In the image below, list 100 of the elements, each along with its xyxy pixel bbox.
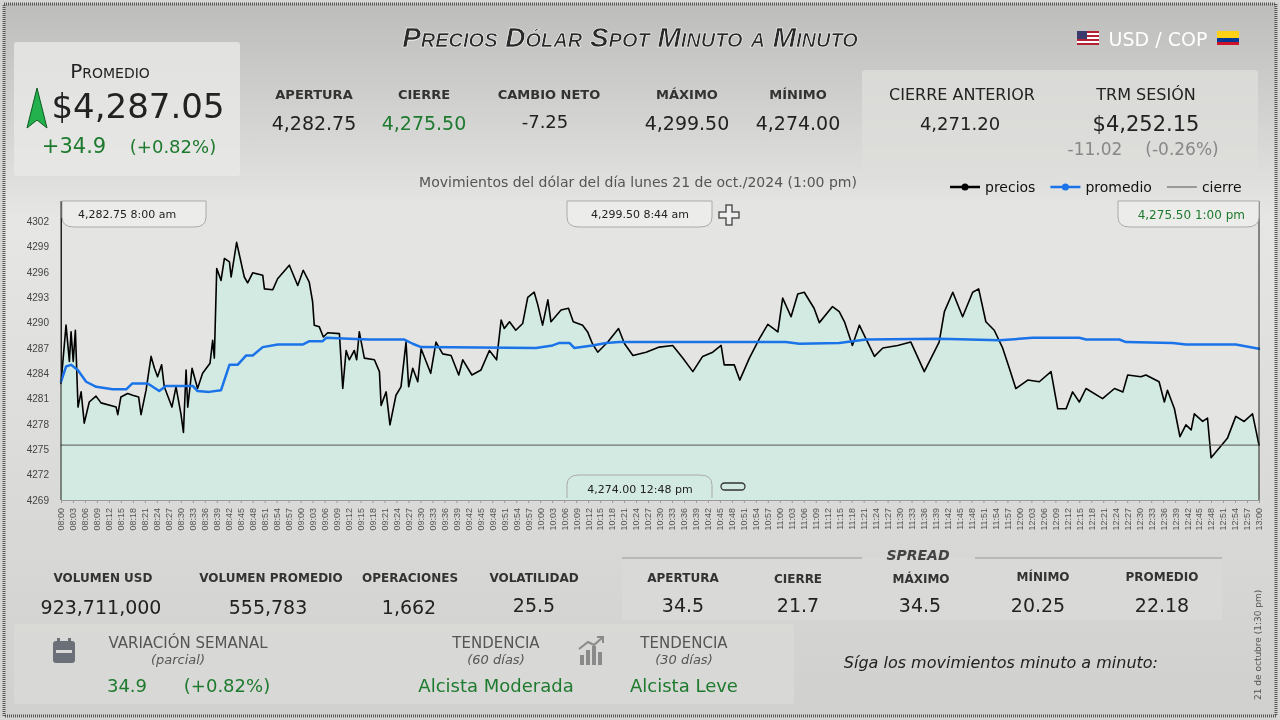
x-tick-label: 09:54 xyxy=(511,508,522,531)
x-tick-label: 09:15 xyxy=(355,508,366,531)
x-tick-label: 08:36 xyxy=(200,508,211,531)
x-tick-label: 12:12 xyxy=(1062,508,1073,531)
y-tick-label: 4272 xyxy=(26,469,50,481)
text: 555,783 xyxy=(228,596,308,618)
x-tick-label: 08:21 xyxy=(140,508,151,531)
text: TENDENCIA xyxy=(451,634,541,652)
x-tick-label: 10:09 xyxy=(571,508,582,531)
x-tick-label: 08:06 xyxy=(80,508,91,531)
text: 20.25 xyxy=(1010,594,1066,616)
x-tick-label: 11:09 xyxy=(811,508,822,530)
text: MÁXIMO xyxy=(656,87,718,102)
x-tick-label: 08:03 xyxy=(68,508,79,531)
text: 4,271.20 xyxy=(919,113,1001,134)
legend-label: precios xyxy=(985,179,1036,195)
text: CIERRE xyxy=(397,87,451,102)
text: APERTURA xyxy=(275,87,353,102)
text: 4,282.75 xyxy=(271,112,357,134)
x-tick-label: 08:42 xyxy=(224,508,235,531)
y-tick-label: 4281 xyxy=(26,393,50,405)
x-tick-label: 10:54 xyxy=(751,508,762,531)
x-tick-label: 10:39 xyxy=(691,508,702,531)
x-tick-label: 11:12 xyxy=(823,508,834,530)
y-tick-label: 4287 xyxy=(26,342,50,354)
x-tick-label: 11:15 xyxy=(835,508,846,530)
annotation: 4,274.00 12:48 pm xyxy=(587,483,693,496)
x-tick-label: 09:09 xyxy=(331,508,342,531)
x-tick-label: 12:27 xyxy=(1122,508,1133,531)
x-tick-label: 08:33 xyxy=(188,508,199,531)
x-tick-label: 08:27 xyxy=(164,508,175,531)
x-tick-label: 10:18 xyxy=(607,508,618,531)
x-tick-label: 10:00 xyxy=(535,508,546,531)
x-tick-label: 12:33 xyxy=(1146,508,1157,531)
text: 34.9 xyxy=(106,675,148,696)
y-tick-label: 4269 xyxy=(26,494,50,506)
x-tick-label: 12:06 xyxy=(1038,508,1049,531)
text: MÍNIMO xyxy=(769,87,827,102)
x-tick-label: 13:00 xyxy=(1254,508,1265,531)
x-tick-label: 09:57 xyxy=(523,508,534,531)
x-tick-label: 11:33 xyxy=(906,508,917,530)
x-tick-label: 09:27 xyxy=(403,508,414,531)
x-tick-label: 10:06 xyxy=(559,508,570,531)
x-tick-label: 09:03 xyxy=(307,508,318,531)
annotation: 4,282.75 8:00 am xyxy=(78,208,177,221)
text: (+0.82%) xyxy=(183,675,271,696)
text: Síga los movimientos minuto a minuto: xyxy=(843,653,1158,672)
chart-subtitle: Movimientos del dólar del día lunes 21 de oct./2024 (1:00 pm) xyxy=(419,174,857,190)
text: CIERRE ANTERIOR xyxy=(889,85,1035,104)
x-tick-label: 08:12 xyxy=(104,508,115,531)
text: Alcista Leve xyxy=(630,675,738,696)
x-tick-label: 08:30 xyxy=(176,508,187,531)
text: 25.5 xyxy=(512,594,556,616)
text: OPERACIONES xyxy=(361,571,459,585)
y-tick-label: 4293 xyxy=(26,291,50,303)
x-tick-label: 10:42 xyxy=(703,508,714,531)
x-tick-label: 10:24 xyxy=(631,508,642,531)
text: Promedio xyxy=(70,59,150,83)
x-tick-label: 08:48 xyxy=(248,508,259,531)
x-tick-label: 08:54 xyxy=(272,508,283,531)
y-tick-label: 4299 xyxy=(26,241,50,253)
x-tick-label: 09:21 xyxy=(379,508,390,531)
text: TRM SESIÓN xyxy=(1095,85,1196,104)
text: APERTURA xyxy=(647,571,720,585)
x-tick-label: 08:00 xyxy=(56,508,67,531)
x-tick-label: 10:33 xyxy=(667,508,678,531)
x-tick-label: 11:48 xyxy=(966,508,977,530)
x-tick-label: 11:21 xyxy=(859,508,870,530)
x-tick-label: 11:51 xyxy=(978,508,989,530)
legend-label: promedio xyxy=(1085,179,1152,195)
text: +34.9 xyxy=(41,134,107,158)
x-tick-label: 12:30 xyxy=(1134,508,1145,531)
x-tick-label: 09:06 xyxy=(319,508,330,531)
text: VOLUMEN USD xyxy=(53,571,153,585)
annotation: 4,275.50 1:00 pm xyxy=(1137,208,1245,222)
text: 21 de octubre (1:30 pm) xyxy=(1253,589,1263,700)
text: (60 días) xyxy=(467,652,525,667)
x-tick-label: 09:24 xyxy=(391,508,402,531)
text: (-0.26%) xyxy=(1145,139,1219,159)
x-tick-label: 12:39 xyxy=(1170,508,1181,531)
text: Alcista Moderada xyxy=(418,675,574,696)
y-tick-label: 4290 xyxy=(26,317,50,329)
x-tick-label: 11:00 xyxy=(775,508,786,530)
x-tick-label: 10:45 xyxy=(715,508,726,531)
text: (+0.82%) xyxy=(129,136,217,157)
x-tick-label: 10:36 xyxy=(679,508,690,531)
x-tick-label: 11:54 xyxy=(990,508,1001,530)
x-tick-label: 12:36 xyxy=(1158,508,1169,531)
text: SPREAD xyxy=(886,547,950,563)
text: 34.5 xyxy=(661,594,705,616)
x-tick-label: 09:12 xyxy=(343,508,354,531)
x-tick-label: 12:21 xyxy=(1098,508,1109,531)
x-tick-label: 12:45 xyxy=(1194,508,1205,531)
text: 4,299.50 xyxy=(644,112,730,134)
text: -11.02 xyxy=(1067,139,1123,159)
text: 923,711,000 xyxy=(40,596,162,618)
x-tick-label: 11:57 xyxy=(1002,508,1013,530)
x-tick-label: 11:39 xyxy=(930,508,941,530)
x-tick-label: 12:24 xyxy=(1110,508,1121,531)
x-tick-label: 12:09 xyxy=(1050,508,1061,531)
